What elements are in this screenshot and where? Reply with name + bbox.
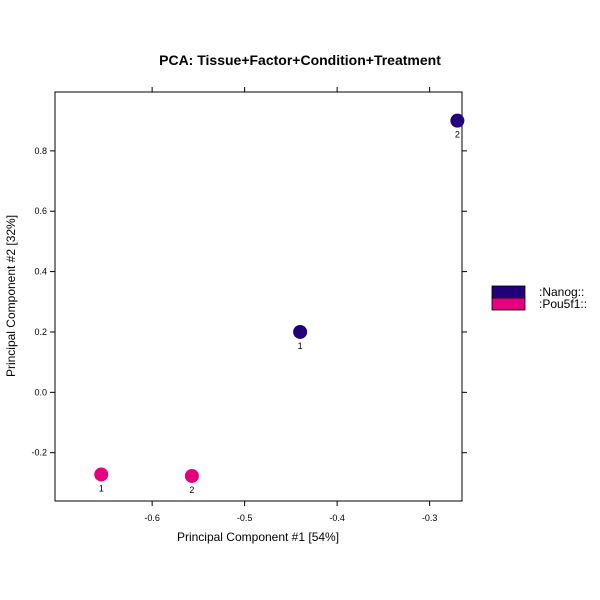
y-axis: -0.2 0.0 0.2 0.4 0.6 0.8 [31, 146, 467, 458]
data-point-label: 1 [99, 483, 104, 493]
y-tick-label: 0.6 [34, 206, 47, 216]
y-tick-label: 0.0 [34, 387, 47, 397]
data-point-label: 2 [189, 485, 194, 495]
chart-title: PCA: Tissue+Factor+Condition+Treatment [159, 52, 441, 68]
x-axis: -0.6 -0.5 -0.4 -0.3 [144, 87, 437, 523]
y-tick-label: 0.4 [34, 267, 47, 277]
data-point [450, 113, 465, 128]
data-point [94, 467, 109, 482]
y-tick-label: 0.2 [34, 327, 47, 337]
y-tick-label: -0.2 [31, 448, 47, 458]
x-tick-label: -0.6 [144, 513, 160, 523]
legend-label: :Pou5f1:: [539, 297, 587, 311]
x-tick-label: -0.4 [329, 513, 345, 523]
legend-swatch [491, 285, 526, 299]
y-tick-label: 0.8 [34, 146, 47, 156]
x-axis-label: Principal Component #1 [54%] [177, 530, 339, 544]
x-tick-label: -0.3 [422, 513, 438, 523]
data-point-label: 1 [298, 341, 303, 351]
data-point [293, 324, 308, 339]
legend-label: :Nanog:: [539, 285, 584, 299]
plot-frame [54, 91, 463, 502]
legend: :Nanog:::Pou5f1:: [491, 285, 587, 311]
data-points: 1 2 1 2 [94, 113, 465, 495]
y-axis-label: Principal Component #2 [32%] [4, 215, 18, 377]
data-point [184, 468, 199, 483]
legend-swatch [491, 297, 526, 311]
x-tick-label: -0.5 [237, 513, 253, 523]
data-point-label: 2 [455, 130, 460, 140]
